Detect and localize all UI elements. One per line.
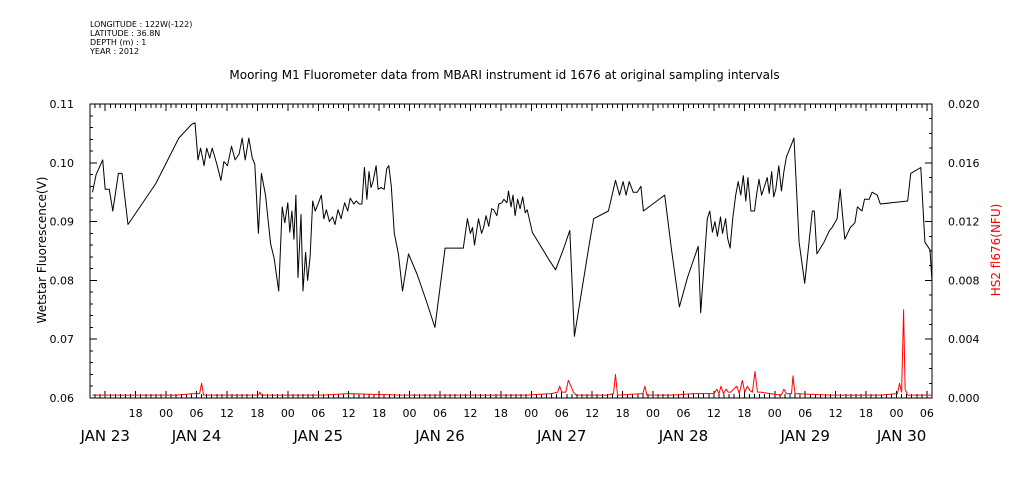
x-tick-label: 12 (829, 407, 843, 420)
x-date-label: JAN 27 (536, 427, 587, 445)
x-date-label: JAN 29 (779, 427, 830, 445)
x-tick-label: 00 (281, 407, 295, 420)
x-tick-label: 12 (707, 407, 721, 420)
x-tick-label: 06 (555, 407, 569, 420)
latitude-text: LATITUDE : 36.8N (90, 29, 161, 38)
x-tick-label: 00 (646, 407, 660, 420)
chart-title: Mooring M1 Fluorometer data from MBARI i… (229, 68, 780, 82)
x-tick-label: 00 (524, 407, 538, 420)
y-left-tick-label: 0.06 (50, 392, 75, 405)
y-left-tick-label: 0.07 (50, 333, 75, 346)
y-right-tick-label: 0.004 (948, 333, 980, 346)
x-date-label: JAN 24 (171, 427, 222, 445)
header-metadata: LONGITUDE : 122W(-122) LATITUDE : 36.8N … (90, 20, 192, 56)
x-tick-label: 00 (403, 407, 417, 420)
x-tick-label: 18 (737, 407, 751, 420)
hs2-series-line (92, 309, 932, 396)
x-tick-label: 06 (311, 407, 325, 420)
y-right-tick-label: 0.008 (948, 274, 980, 287)
y-right-tick-label: 0.000 (948, 392, 980, 405)
x-tick-label: 06 (676, 407, 690, 420)
x-tick-label: 00 (889, 407, 903, 420)
x-tick-label: 18 (616, 407, 630, 420)
x-tick-label: 18 (372, 407, 386, 420)
x-tick-label: 12 (463, 407, 477, 420)
x-date-label: JAN 28 (658, 427, 709, 445)
y-left-tick-label: 0.11 (50, 98, 75, 111)
y-right-tick-label: 0.020 (948, 98, 980, 111)
y-left-tick-label: 0.08 (50, 274, 75, 287)
y-left-tick-label: 0.09 (50, 216, 75, 229)
x-tick-label: 00 (768, 407, 782, 420)
x-tick-label: 18 (494, 407, 508, 420)
x-date-label: JAN 25 (293, 427, 344, 445)
x-date-label: JAN 23 (79, 427, 130, 445)
longitude-text: LONGITUDE : 122W(-122) (90, 20, 193, 29)
y-right-tick-label: 0.016 (948, 157, 980, 170)
x-tick-label: 06 (190, 407, 204, 420)
x-tick-label: 12 (342, 407, 356, 420)
y-left-tick-label: 0.10 (50, 157, 75, 170)
x-tick-label: 06 (433, 407, 447, 420)
x-tick-label: 18 (859, 407, 873, 420)
x-tick-label: 06 (798, 407, 812, 420)
plot-frame (89, 103, 933, 399)
y-right-tick-label: 0.012 (948, 216, 980, 229)
fluorescence-series-line (92, 122, 933, 387)
x-tick-label: 00 (159, 407, 173, 420)
x-date-label: JAN 26 (414, 427, 465, 445)
x-tick-label: 12 (220, 407, 234, 420)
depth-text: DEPTH (m) : 1 (90, 38, 147, 47)
x-tick-label: 06 (920, 407, 934, 420)
x-tick-label: 18 (250, 407, 264, 420)
x-tick-label: 12 (585, 407, 599, 420)
x-tick-label: 18 (129, 407, 143, 420)
x-date-label: JAN 30 (876, 427, 927, 445)
year-text: YEAR : 2012 (90, 47, 140, 56)
